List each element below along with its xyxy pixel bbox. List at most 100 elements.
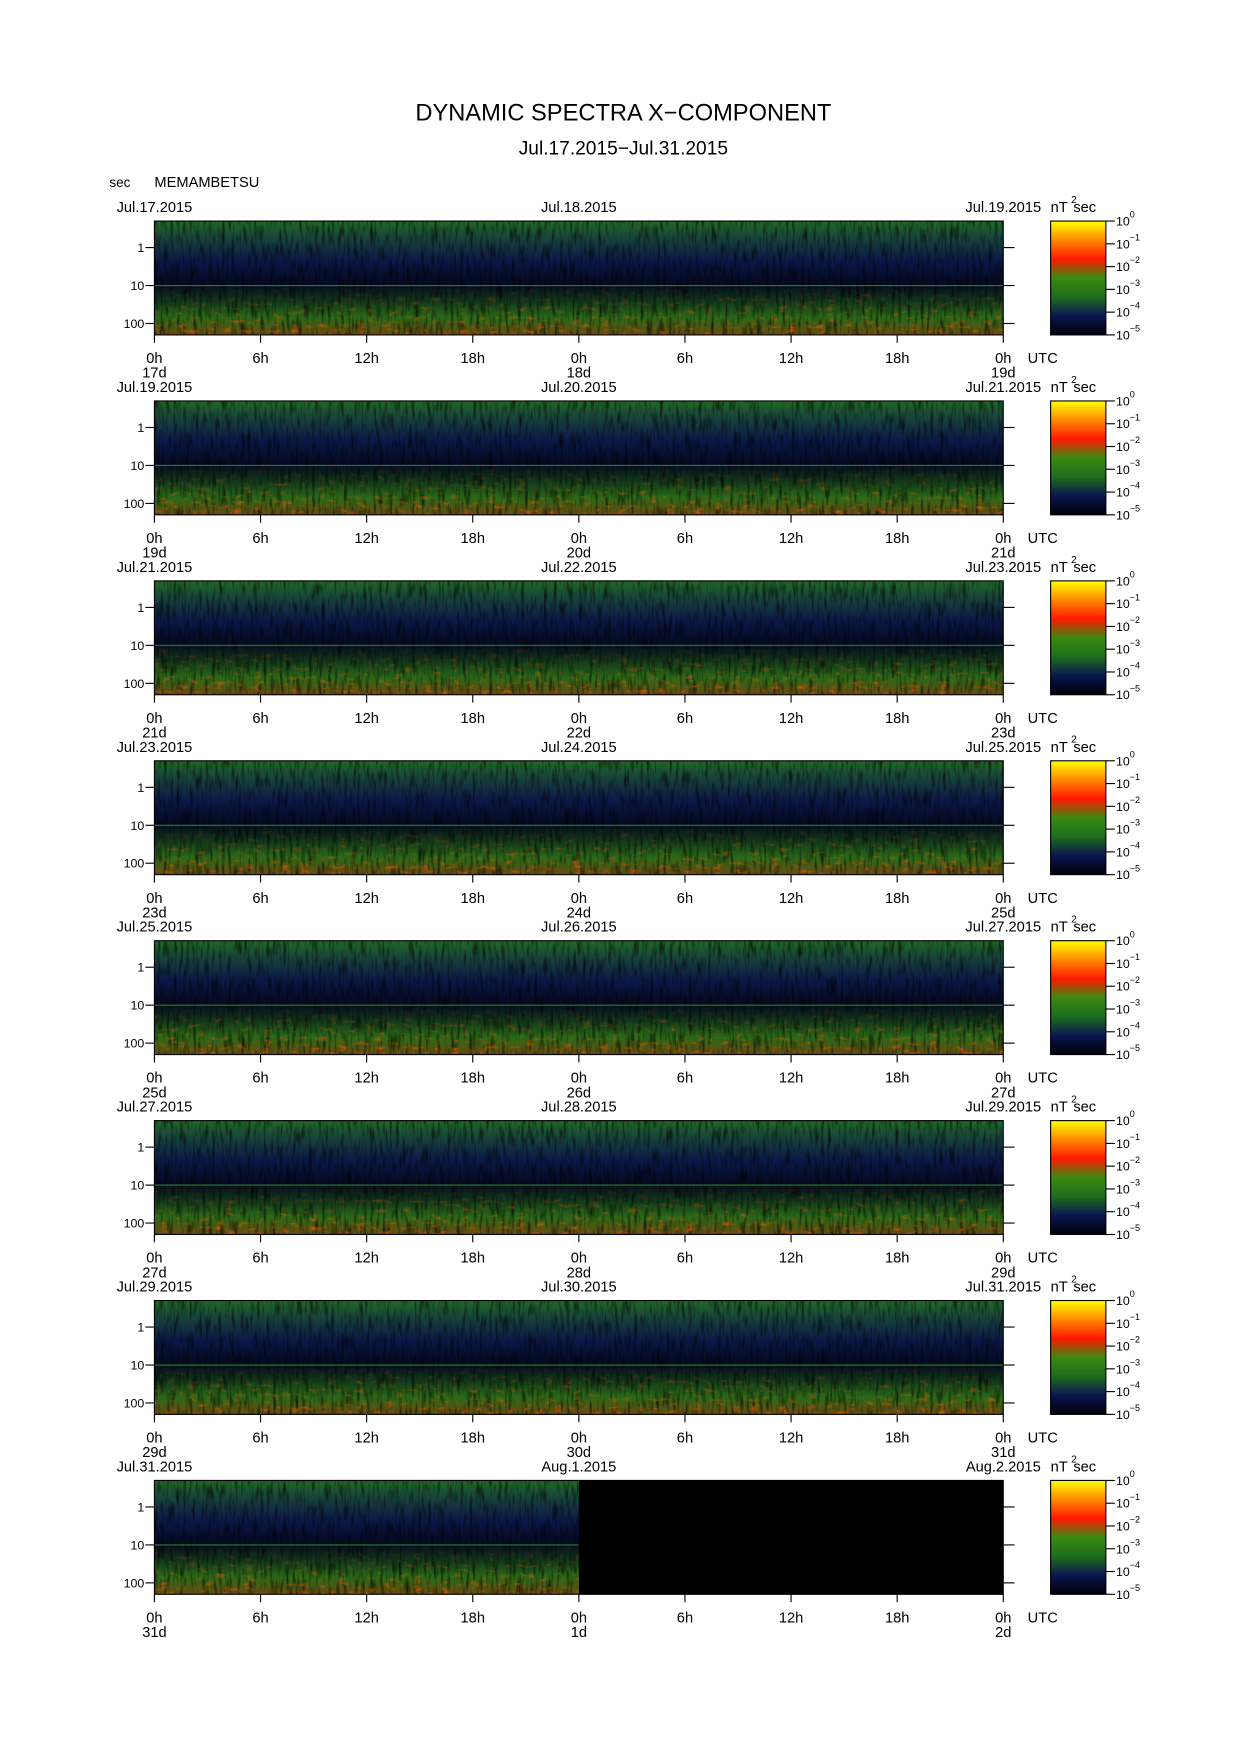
x-tick-label: 6h bbox=[252, 1251, 268, 1267]
tick-exponent: 0 bbox=[1130, 1109, 1135, 1119]
unit-suffix: sec bbox=[1073, 560, 1096, 576]
x-tick-label: 6h bbox=[677, 531, 693, 547]
tick-exponent: −4 bbox=[1130, 301, 1140, 311]
x-tick-label: 0h bbox=[571, 711, 587, 727]
tick-base: 10 bbox=[1116, 1114, 1130, 1128]
tick-base: 10 bbox=[1116, 1542, 1130, 1556]
tick-exponent: −1 bbox=[1130, 772, 1140, 782]
unit-suffix: sec bbox=[1073, 200, 1096, 216]
tick-exponent: −1 bbox=[1130, 232, 1140, 242]
tick-base: 10 bbox=[1116, 1228, 1130, 1242]
x-tick-label: 0h bbox=[146, 531, 162, 547]
day-label: 31d bbox=[142, 1625, 166, 1641]
x-tick-label: 12h bbox=[779, 891, 803, 907]
y-tick-label: 1 bbox=[137, 421, 144, 435]
x-tick-label: 12h bbox=[779, 1251, 803, 1267]
colorbar-tick-label: 10−3 bbox=[1116, 1537, 1140, 1556]
tick-base: 10 bbox=[1116, 283, 1130, 297]
colorbar-tick-label: 100 bbox=[1116, 569, 1135, 588]
x-tick-label: 18h bbox=[885, 1071, 909, 1087]
colorbar-tick-label: 10−2 bbox=[1116, 615, 1140, 634]
unit: nT bbox=[1051, 740, 1068, 756]
date-label: Jul.21.2015 bbox=[965, 380, 1041, 396]
date-label: Jul.28.2015 bbox=[541, 1100, 617, 1116]
tick-base: 10 bbox=[1116, 1025, 1130, 1039]
colorbar-tick-label: 10−5 bbox=[1116, 863, 1140, 882]
tick-exponent: −2 bbox=[1130, 615, 1140, 625]
tick-base: 10 bbox=[1116, 643, 1130, 657]
unit-suffix: sec bbox=[1073, 1459, 1096, 1475]
date-label: Jul.20.2015 bbox=[541, 380, 617, 396]
unit-exponent: 2 bbox=[1071, 555, 1077, 566]
x-tick-label: 0h bbox=[571, 351, 587, 367]
tick-base: 10 bbox=[1116, 934, 1130, 948]
x-tick-label: 18h bbox=[885, 1431, 909, 1447]
tick-base: 10 bbox=[1116, 1137, 1130, 1151]
x-tick-label: 6h bbox=[677, 1071, 693, 1087]
unit-exponent: 2 bbox=[1071, 915, 1077, 926]
y-tick-label: 1 bbox=[137, 1500, 144, 1514]
x-tick-label: 18h bbox=[461, 351, 485, 367]
x-tick-label: 0h bbox=[571, 1610, 587, 1626]
colorbar bbox=[1050, 940, 1107, 1056]
x-tick-label: 6h bbox=[252, 1071, 268, 1087]
y-tick-label: 1 bbox=[137, 1321, 144, 1335]
tick-base: 10 bbox=[1116, 868, 1130, 882]
colorbar-tick-label: 10−4 bbox=[1116, 1560, 1140, 1579]
colorbar-tick-label: 10−3 bbox=[1116, 458, 1140, 477]
tick-exponent: 0 bbox=[1130, 929, 1135, 939]
y-tick-label: 100 bbox=[124, 1217, 145, 1231]
tick-exponent: −3 bbox=[1130, 1178, 1140, 1188]
x-tick-label: 0h bbox=[995, 891, 1011, 907]
y-tick-label: 1 bbox=[137, 1141, 144, 1155]
tick-exponent: 0 bbox=[1130, 749, 1135, 759]
tick-base: 10 bbox=[1116, 980, 1130, 994]
tick-base: 10 bbox=[1116, 1497, 1130, 1511]
tick-exponent: −2 bbox=[1130, 435, 1140, 445]
day-label: 1d bbox=[571, 1625, 587, 1641]
colorbar-tick-label: 10−2 bbox=[1116, 1155, 1140, 1174]
date-label: Jul.23.2015 bbox=[117, 740, 193, 756]
colorbar-tick-label: 100 bbox=[1116, 929, 1135, 948]
spectrogram-hot bbox=[154, 643, 1004, 695]
date-label: Jul.21.2015 bbox=[117, 560, 193, 576]
x-tick-label: 18h bbox=[885, 1610, 909, 1626]
tick-exponent: −1 bbox=[1130, 592, 1140, 602]
day-label: 17d bbox=[142, 366, 166, 382]
x-tick-label: 0h bbox=[571, 1431, 587, 1447]
tick-exponent: −5 bbox=[1130, 1043, 1140, 1053]
x-tick-label: 0h bbox=[146, 711, 162, 727]
time-zone: UTC bbox=[1028, 891, 1059, 907]
x-tick-label: 6h bbox=[677, 711, 693, 727]
unit-exponent: 2 bbox=[1071, 375, 1077, 386]
date-label: Jul.26.2015 bbox=[541, 920, 617, 936]
tick-base: 10 bbox=[1116, 620, 1130, 634]
colorbar bbox=[1050, 1479, 1107, 1595]
tick-base: 10 bbox=[1116, 328, 1130, 342]
colorbar-tick-label: 10−4 bbox=[1116, 1020, 1140, 1039]
colorbar-tick-label: 100 bbox=[1116, 1469, 1135, 1488]
y-tick-label: 1 bbox=[137, 601, 144, 615]
colorbar bbox=[1050, 400, 1107, 516]
day-label: 28d bbox=[567, 1265, 591, 1281]
tick-base: 10 bbox=[1116, 957, 1130, 971]
colorbar-tick-label: 10−5 bbox=[1116, 503, 1140, 522]
x-tick-label: 0h bbox=[146, 891, 162, 907]
x-tick-label: 18h bbox=[461, 711, 485, 727]
colorbar-tick-label: 10−4 bbox=[1116, 1200, 1140, 1219]
colorbar-tick-label: 10−4 bbox=[1116, 1380, 1140, 1399]
y-axis-label: sec bbox=[109, 175, 130, 190]
colorbar-tick-label: 10−3 bbox=[1116, 1357, 1140, 1376]
x-tick-label: 0h bbox=[146, 1610, 162, 1626]
colorbar-unit: nT 2sec bbox=[1051, 375, 1097, 396]
x-tick-label: 12h bbox=[354, 1071, 378, 1087]
day-label: 18d bbox=[567, 366, 591, 382]
tick-base: 10 bbox=[1116, 417, 1130, 431]
tick-base: 10 bbox=[1116, 1048, 1130, 1062]
time-zone: UTC bbox=[1028, 1610, 1059, 1626]
tick-base: 10 bbox=[1116, 260, 1130, 274]
tick-exponent: −1 bbox=[1130, 1492, 1140, 1502]
colorbar-tick-label: 10−5 bbox=[1116, 683, 1140, 702]
colorbar-tick-label: 10−2 bbox=[1116, 255, 1140, 274]
tick-base: 10 bbox=[1116, 597, 1130, 611]
